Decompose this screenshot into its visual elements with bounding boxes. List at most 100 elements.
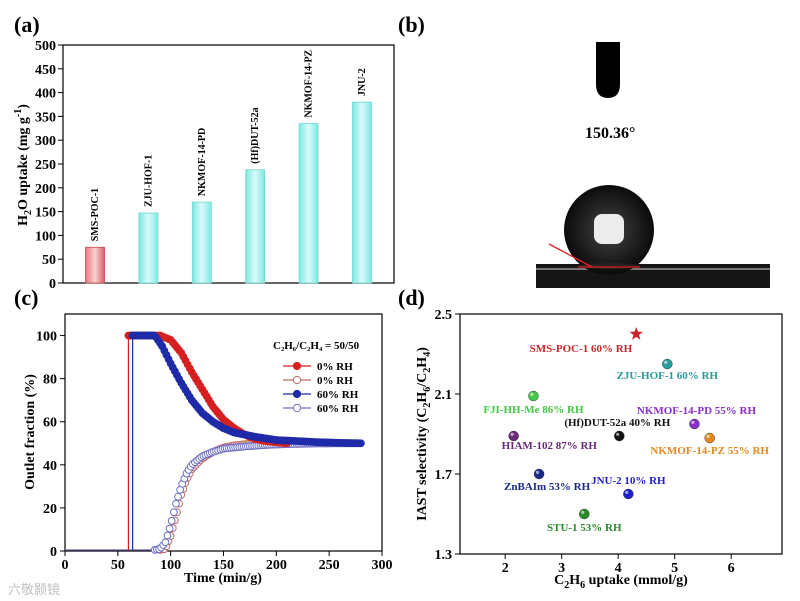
contact-angle-value: 150.36° xyxy=(585,125,635,142)
y-tick-label-a: 250 xyxy=(35,158,56,173)
point-label: ZJU-HOF-1 60% RH xyxy=(617,370,719,382)
y-tick-label-a: 50 xyxy=(42,253,56,268)
scatter-point-hiam-102: HIAM-102 87% RH xyxy=(502,430,598,452)
bar-sms-poc-1 xyxy=(85,246,105,284)
y-tick-label-a: 150 xyxy=(35,206,56,221)
legend-marker xyxy=(292,389,302,399)
legend-entry: 60% RH xyxy=(317,403,359,415)
y-tick-label-d: 1.3 xyxy=(435,548,453,563)
panel-label-c: (c) xyxy=(14,285,38,310)
bar-label: NKMOF-14-PD xyxy=(197,128,208,196)
bar-jnu-2 xyxy=(352,101,372,284)
watermark: 六敬颢镜 xyxy=(8,582,60,598)
star-marker xyxy=(629,327,643,340)
series-2 xyxy=(128,331,365,550)
bar-nkmof-14-pd xyxy=(191,201,212,284)
tangent-line xyxy=(548,243,593,268)
circle-marker xyxy=(579,508,590,520)
substrate xyxy=(536,264,770,288)
x-tick-label-c: 50 xyxy=(111,558,125,573)
bar-chart-a: 0 50 100 150 200 250 300 350 400 450 500 SMS-POC-1… xyxy=(13,39,395,292)
panel-label-b: (b) xyxy=(398,12,425,37)
bar-label: (Hf)DUT-52a xyxy=(250,107,261,163)
legend-marker xyxy=(292,375,302,385)
point-label: NKMOF-14-PD 55% RH xyxy=(637,405,757,417)
circle-marker xyxy=(689,418,700,430)
legend-marker xyxy=(292,361,302,371)
circle-marker xyxy=(533,468,545,480)
x-tick-label-d: 5 xyxy=(671,561,678,576)
bar-label: JNU-2 xyxy=(357,68,368,96)
scatter-chart-d: 2 3 4 5 6 1.3 1.7 2.1 2.5 SMS-POC-1 60% RH ZJU-HO… xyxy=(415,308,783,591)
scatter-point-fji-hh-me: FJI-HH-Me 86% RH xyxy=(483,390,584,416)
y-tick-label-a: 350 xyxy=(35,110,56,125)
y-axis-title-d: IAST selectivity (C2H6/C2H4) xyxy=(415,347,433,521)
y-tick-label-a: 400 xyxy=(35,87,56,102)
legend-entry: 0% RH xyxy=(317,361,353,373)
needle xyxy=(596,42,620,84)
y-axis-title-a: H2O uptake (mg g-1) xyxy=(13,104,34,226)
series-point xyxy=(167,516,176,525)
point-label: HIAM-102 87% RH xyxy=(502,440,598,452)
series-point xyxy=(172,499,180,508)
legend-entry: 0% RH xyxy=(317,375,353,387)
point-label: FJI-HH-Me 86% RH xyxy=(483,404,584,416)
y-tick-label-c: 100 xyxy=(36,330,57,345)
y-tick-label-a: 500 xyxy=(35,39,56,54)
scatter-point-zju-hof-1: ZJU-HOF-1 60% RH xyxy=(617,358,719,382)
bar-label: NKMOF-14-PZ xyxy=(304,49,315,117)
bar-label: ZJU-HOF-1 xyxy=(143,155,154,207)
panel-label-d: (d) xyxy=(398,285,425,310)
y-axis-title-c: Outlet fraction (%) xyxy=(23,374,38,490)
y-tick-label-d: 2.1 xyxy=(435,388,453,403)
bar-label: SMS-POC-1 xyxy=(90,188,101,241)
point-label: ZnBAIm 53% RH xyxy=(504,481,591,493)
circle-marker xyxy=(614,430,625,442)
point-label: NKMOF-14-PZ 55% RH xyxy=(650,445,769,457)
x-tick-label-c: 100 xyxy=(160,558,181,573)
x-tick-label-c: 0 xyxy=(62,558,69,573)
series-3 xyxy=(65,439,364,554)
droplet-highlight xyxy=(594,214,624,244)
y-tick-label-c: 80 xyxy=(43,373,57,388)
y-tick-label-a: 200 xyxy=(35,182,56,197)
y-tick-label-d: 1.7 xyxy=(435,468,453,483)
y-tick-label-a: 100 xyxy=(35,229,56,244)
series-point xyxy=(169,508,178,517)
circle-marker xyxy=(623,488,634,500)
legend-title: C₂H₆/C₂H₄ = 50/50 xyxy=(273,340,360,352)
y-tick-label-a: 300 xyxy=(35,134,56,149)
x-tick-label-c: 300 xyxy=(372,558,393,573)
point-label: STU-1 53% RH xyxy=(547,522,622,534)
y-tick-label-c: 60 xyxy=(43,416,57,431)
series-point xyxy=(163,531,172,540)
point-label: SMS-POC-1 60% RH xyxy=(530,343,633,355)
line-chart-c: 0 50 100 150 200 250 300 0 20 40 60 80 100 C₂H₆/C₂H₄… xyxy=(23,313,393,586)
needle-drop xyxy=(596,84,620,98)
y-tick-label-c: 0 xyxy=(50,545,57,560)
contact-angle-image: 150.36° xyxy=(536,42,770,288)
circle-marker xyxy=(528,390,539,402)
series-point xyxy=(356,439,365,448)
scatter-point-nkmof-14-pd: NKMOF-14-PD 55% RH xyxy=(637,405,757,430)
scatter-point--hf-dut-52a: (Hf)DUT-52a 40% RH xyxy=(564,417,671,442)
y-tick-label-a: 450 xyxy=(35,63,56,78)
scatter-point-jnu-2: JNU-2 10% RH xyxy=(591,475,666,500)
x-tick-label-d: 6 xyxy=(728,561,735,576)
scatter-point-znbaim: ZnBAIm 53% RH xyxy=(504,468,591,493)
panel-label-a: (a) xyxy=(14,12,40,37)
x-tick-label-c: 150 xyxy=(213,558,234,573)
series-point xyxy=(165,524,174,533)
x-tick-label-d: 2 xyxy=(502,561,509,576)
bar-zju-hof-1 xyxy=(138,212,159,284)
x-axis-title-d: C2H6 uptake (mmol/g) xyxy=(554,573,688,591)
series-point xyxy=(161,538,170,547)
x-axis-title-c: Time (min/g) xyxy=(184,571,262,586)
legend-marker xyxy=(292,403,302,413)
x-tick-label-d: 4 xyxy=(615,561,622,576)
bar-nkmof-14-pz xyxy=(298,123,319,284)
plot-frame-d xyxy=(459,313,783,555)
scatter-point-sms-poc-1: SMS-POC-1 60% RH xyxy=(530,327,643,355)
y-tick-label-c: 40 xyxy=(43,459,57,474)
